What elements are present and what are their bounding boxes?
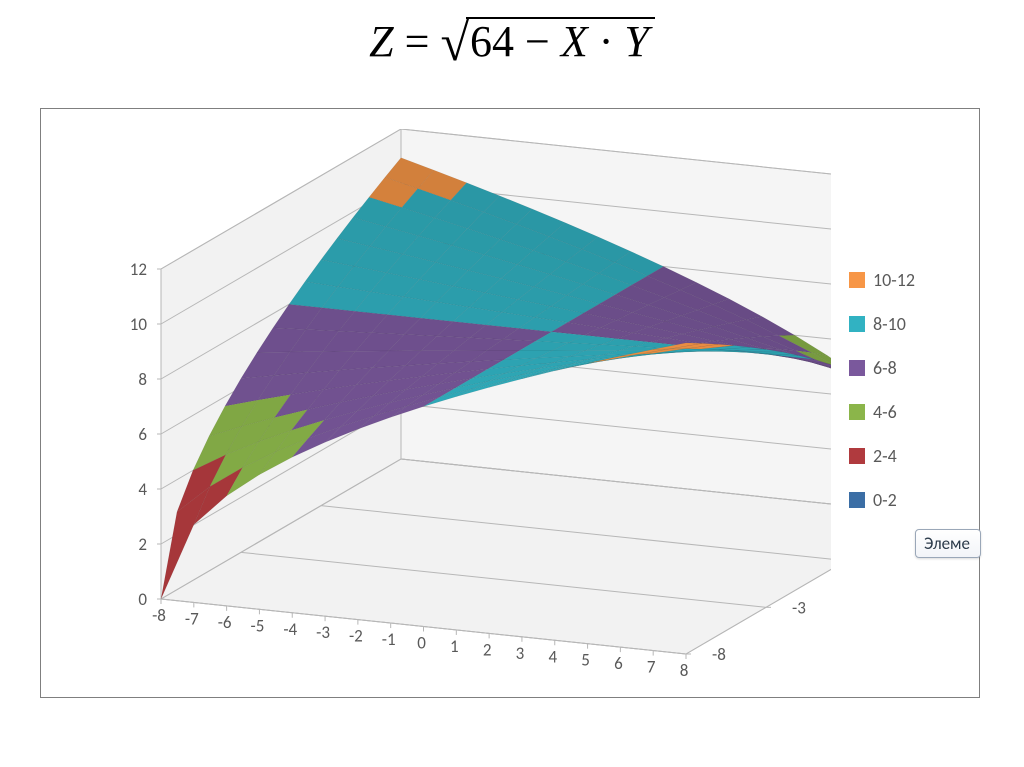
svg-text:8: 8	[680, 660, 689, 679]
svg-text:7: 7	[647, 657, 656, 678]
legend: 10-12 8-10 6-8 4-6 2-4 0-2	[849, 269, 959, 533]
svg-text:-2: -2	[349, 626, 363, 647]
svg-text:-5: -5	[251, 615, 265, 636]
svg-text:-8: -8	[152, 605, 166, 626]
svg-text:4: 4	[548, 646, 557, 667]
legend-label: 10-12	[873, 269, 915, 291]
svg-text:-6: -6	[218, 612, 232, 633]
legend-swatch	[849, 404, 865, 420]
legend-swatch	[849, 360, 865, 376]
svg-text:-8: -8	[712, 644, 726, 665]
legend-item[interactable]: 6-8	[849, 357, 959, 379]
surface-svg: 024681012-8-7-6-5-4-3-2-1012345678-8-327	[71, 129, 831, 679]
svg-text:10: 10	[130, 314, 148, 335]
svg-text:1: 1	[450, 636, 459, 657]
radicand: 64 − X · Y	[466, 17, 655, 65]
formula: Z = √64 − X · Y	[0, 14, 1024, 73]
legend-label: 8-10	[873, 313, 906, 335]
svg-text:4: 4	[138, 479, 147, 500]
svg-text:-3: -3	[792, 597, 806, 618]
chart-plot-area[interactable]: 024681012-8-7-6-5-4-3-2-1012345678-8-327	[71, 129, 831, 679]
radical-sign: √	[440, 15, 469, 72]
svg-text:0: 0	[417, 633, 426, 654]
legend-swatch	[849, 448, 865, 464]
legend-item[interactable]: 8-10	[849, 313, 959, 335]
tooltip: Элеме	[915, 529, 981, 558]
legend-label: 4-6	[873, 401, 897, 423]
svg-text:-4: -4	[283, 619, 297, 640]
svg-text:2: 2	[138, 534, 147, 555]
svg-text:3: 3	[516, 643, 525, 664]
svg-text:0: 0	[138, 589, 147, 610]
svg-text:6: 6	[138, 424, 147, 445]
svg-text:-3: -3	[316, 622, 330, 643]
legend-item[interactable]: 4-6	[849, 401, 959, 423]
formula-lhs: Z	[369, 17, 393, 66]
legend-item[interactable]: 0-2	[849, 489, 959, 511]
tooltip-text: Элеме	[924, 533, 970, 554]
svg-text:6: 6	[614, 653, 623, 674]
legend-item[interactable]: 10-12	[849, 269, 959, 291]
svg-text:-1: -1	[382, 629, 396, 650]
svg-text:8: 8	[138, 369, 147, 390]
svg-text:5: 5	[581, 650, 590, 671]
chart-frame: 024681012-8-7-6-5-4-3-2-1012345678-8-327…	[40, 108, 980, 698]
legend-swatch	[849, 492, 865, 508]
svg-text:12: 12	[130, 259, 147, 280]
legend-swatch	[849, 272, 865, 288]
legend-label: 0-2	[873, 489, 897, 511]
svg-text:-7: -7	[185, 608, 199, 629]
legend-swatch	[849, 316, 865, 332]
legend-item[interactable]: 2-4	[849, 445, 959, 467]
svg-text:2: 2	[483, 639, 492, 660]
legend-label: 2-4	[873, 445, 897, 467]
legend-label: 6-8	[873, 357, 897, 379]
formula-eq: =	[405, 17, 430, 66]
